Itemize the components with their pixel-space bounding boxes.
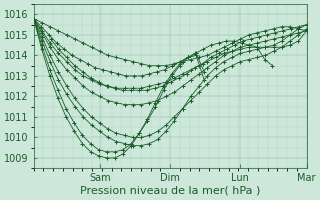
X-axis label: Pression niveau de la mer( hPa ): Pression niveau de la mer( hPa ): [80, 186, 260, 196]
